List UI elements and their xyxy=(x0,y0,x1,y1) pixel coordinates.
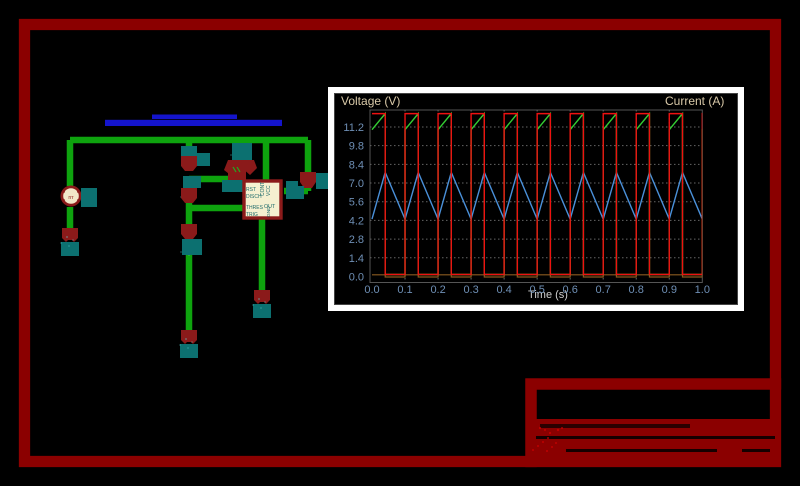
svg-text:1.4: 1.4 xyxy=(349,253,364,265)
svg-text:0.3: 0.3 xyxy=(463,284,478,296)
svg-text:VCC: VCC xyxy=(266,185,272,196)
svg-text:4.2: 4.2 xyxy=(349,215,364,227)
svg-text:1.0: 1.0 xyxy=(695,284,710,296)
svg-text:TRIG: TRIG xyxy=(246,212,258,218)
svg-text:GND: GND xyxy=(266,206,272,217)
svg-text:0.5: 0.5 xyxy=(530,284,545,296)
svg-text:2.8: 2.8 xyxy=(349,234,364,246)
svg-text:0.2: 0.2 xyxy=(430,284,445,296)
svg-text:0.7: 0.7 xyxy=(596,284,611,296)
svg-text:RST: RST xyxy=(246,187,256,193)
svg-text:8.4: 8.4 xyxy=(349,159,364,171)
svg-text:0.9: 0.9 xyxy=(662,284,677,296)
svg-text:0.8: 0.8 xyxy=(629,284,644,296)
svg-text:0.1: 0.1 xyxy=(397,284,412,296)
svg-text:0.4: 0.4 xyxy=(496,284,511,296)
svg-text:Voltage (V): Voltage (V) xyxy=(341,94,400,108)
svg-text:9.8: 9.8 xyxy=(349,141,364,153)
svg-text:Current (A): Current (A) xyxy=(665,94,724,108)
svg-text:0.0: 0.0 xyxy=(364,284,379,296)
svg-text:11.2: 11.2 xyxy=(343,122,364,134)
svg-text:5.6: 5.6 xyxy=(349,197,364,209)
svg-text:0.0: 0.0 xyxy=(349,272,364,284)
svg-text:THRES: THRES xyxy=(246,205,264,211)
svg-text:rrr: rrr xyxy=(68,195,73,201)
svg-text:7.0: 7.0 xyxy=(349,178,364,190)
svg-text:0.6: 0.6 xyxy=(563,284,578,296)
